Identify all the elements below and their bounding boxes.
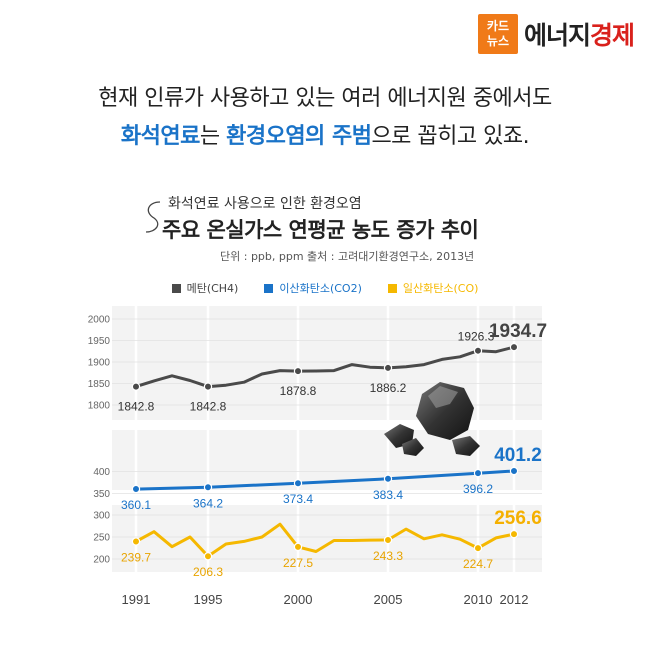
data-label-ch4-5: 1934.7 [489, 321, 547, 342]
subtitle-curl-icon [145, 201, 161, 233]
data-label-co2-5: 401.2 [494, 445, 542, 466]
legend-item-co2: 이산화탄소(CO2) [264, 280, 362, 296]
headline-text-a: 는 [199, 124, 227, 149]
x-tick-label-0: 1991 [122, 592, 151, 607]
data-point-ch4-2 [293, 366, 303, 376]
x-tick-label-4: 2010 [464, 592, 493, 607]
legend-swatch-co [387, 283, 397, 293]
data-point-ch4-5 [509, 342, 519, 352]
y-tick-label-co-0: 200 [93, 555, 110, 566]
data-point-ch4-1 [203, 382, 213, 391]
legend-swatch-ch4 [171, 283, 181, 293]
data-label-ch4-0: 1842.8 [118, 400, 155, 414]
data-point-ch4-0 [131, 382, 141, 391]
data-point-co-1 [203, 552, 213, 561]
chart-title: 주요 온실가스 연평균 농도 증가 추이 [162, 218, 479, 242]
headline-highlight-pollution: 환경오염의 주범 [226, 124, 372, 149]
series-line-ch4 [135, 345, 515, 389]
legend-item-ch4: 메탄(CH4) [171, 280, 239, 296]
legend-swatch-co2 [264, 283, 274, 293]
badge-line1: 카드 [486, 19, 510, 33]
data-point-co2-5 [509, 466, 519, 476]
y-tick-label-ch4-1: 1850 [88, 379, 111, 390]
y-tick-label-ch4-0: 1800 [88, 401, 111, 412]
headline-line1: 현재 인류가 사용하고 있는 여러 에너지원 중에서도 [98, 86, 552, 111]
series-line-co2 [135, 469, 515, 491]
data-label-co-3: 243.3 [373, 549, 403, 563]
headline-line2: 화석연료는 환경오염의 주범으로 꼽히고 있죠. [0, 118, 650, 150]
data-label-co-4: 224.7 [463, 557, 493, 571]
y-tick-label-co2-1: 400 [93, 467, 110, 478]
data-point-co-0 [131, 537, 141, 546]
legend-label-co2: 이산화탄소(CO2) [279, 282, 362, 295]
data-label-ch4-3: 1886.2 [370, 381, 407, 395]
legend-label-ch4: 메탄(CH4) [186, 282, 239, 295]
x-tick-label-3: 2005 [374, 592, 403, 607]
y-tick-label-ch4-3: 1950 [88, 336, 111, 347]
data-label-co2-0: 360.1 [121, 498, 151, 512]
chart-source: 단위 : ppb, ppm 출처 : 고려대기환경연구소, 2013년 [220, 250, 475, 263]
data-point-co2-2 [293, 479, 303, 488]
data-point-co-4 [473, 543, 483, 553]
data-label-ch4-1: 1842.8 [190, 400, 227, 414]
data-point-co-5 [509, 529, 519, 539]
x-tick-label-1: 1995 [194, 592, 223, 607]
legend-label-co: 일산화탄소(CO) [402, 282, 479, 295]
chart-legend: 메탄(CH4) 이산화탄소(CO2) 일산화탄소(CO) [0, 280, 650, 296]
coal-image [384, 382, 480, 456]
data-point-co2-4 [473, 468, 483, 478]
y-tick-label-co-1: 250 [93, 533, 110, 544]
brand-logo: 카드 뉴스 에너지경제 [477, 14, 635, 54]
y-tick-label-ch4-4: 2000 [88, 315, 111, 326]
data-label-co-5: 256.6 [494, 508, 542, 529]
brand-name: 에너지경제 [523, 16, 635, 52]
x-tick-label-2: 2000 [284, 592, 313, 607]
card-news-badge: 카드 뉴스 [477, 14, 518, 54]
y-tick-label-co2-0: 350 [93, 489, 110, 500]
data-label-co2-2: 373.4 [283, 492, 313, 506]
data-label-co2-3: 383.4 [373, 488, 403, 502]
series-line-co [135, 522, 515, 558]
band-co [112, 505, 542, 572]
brand-name-part2: 경제 [589, 21, 635, 50]
data-point-co-2 [293, 542, 303, 552]
chart-subtitle: 화석연료 사용으로 인한 환경오염 [168, 196, 362, 212]
data-point-co2-3 [383, 474, 393, 484]
data-point-co2-0 [131, 484, 141, 494]
x-tick-label-5: 2012 [500, 592, 529, 607]
data-label-co2-4: 396.2 [463, 482, 493, 496]
data-label-ch4-4: 1926.3 [458, 330, 495, 344]
data-label-ch4-2: 1878.8 [280, 384, 317, 398]
data-label-co2-1: 364.2 [193, 496, 223, 510]
y-tick-label-ch4-2: 1900 [88, 358, 111, 369]
data-point-co-3 [383, 535, 393, 545]
data-label-co-1: 206.3 [193, 565, 223, 579]
headline-highlight-fossil-fuel: 화석연료 [120, 124, 200, 149]
data-point-co2-1 [203, 483, 213, 492]
data-point-ch4-3 [383, 363, 393, 373]
headline-text-b: 으로 꼽히고 있죠. [371, 124, 530, 149]
brand-name-part1: 에너지 [523, 21, 591, 50]
data-label-co-2: 227.5 [283, 556, 313, 570]
badge-line2: 뉴스 [486, 34, 510, 48]
data-point-ch4-4 [473, 346, 483, 355]
data-label-co-0: 239.7 [121, 551, 151, 565]
y-tick-label-co-2: 300 [93, 511, 110, 522]
legend-item-co: 일산화탄소(CO) [387, 280, 479, 296]
